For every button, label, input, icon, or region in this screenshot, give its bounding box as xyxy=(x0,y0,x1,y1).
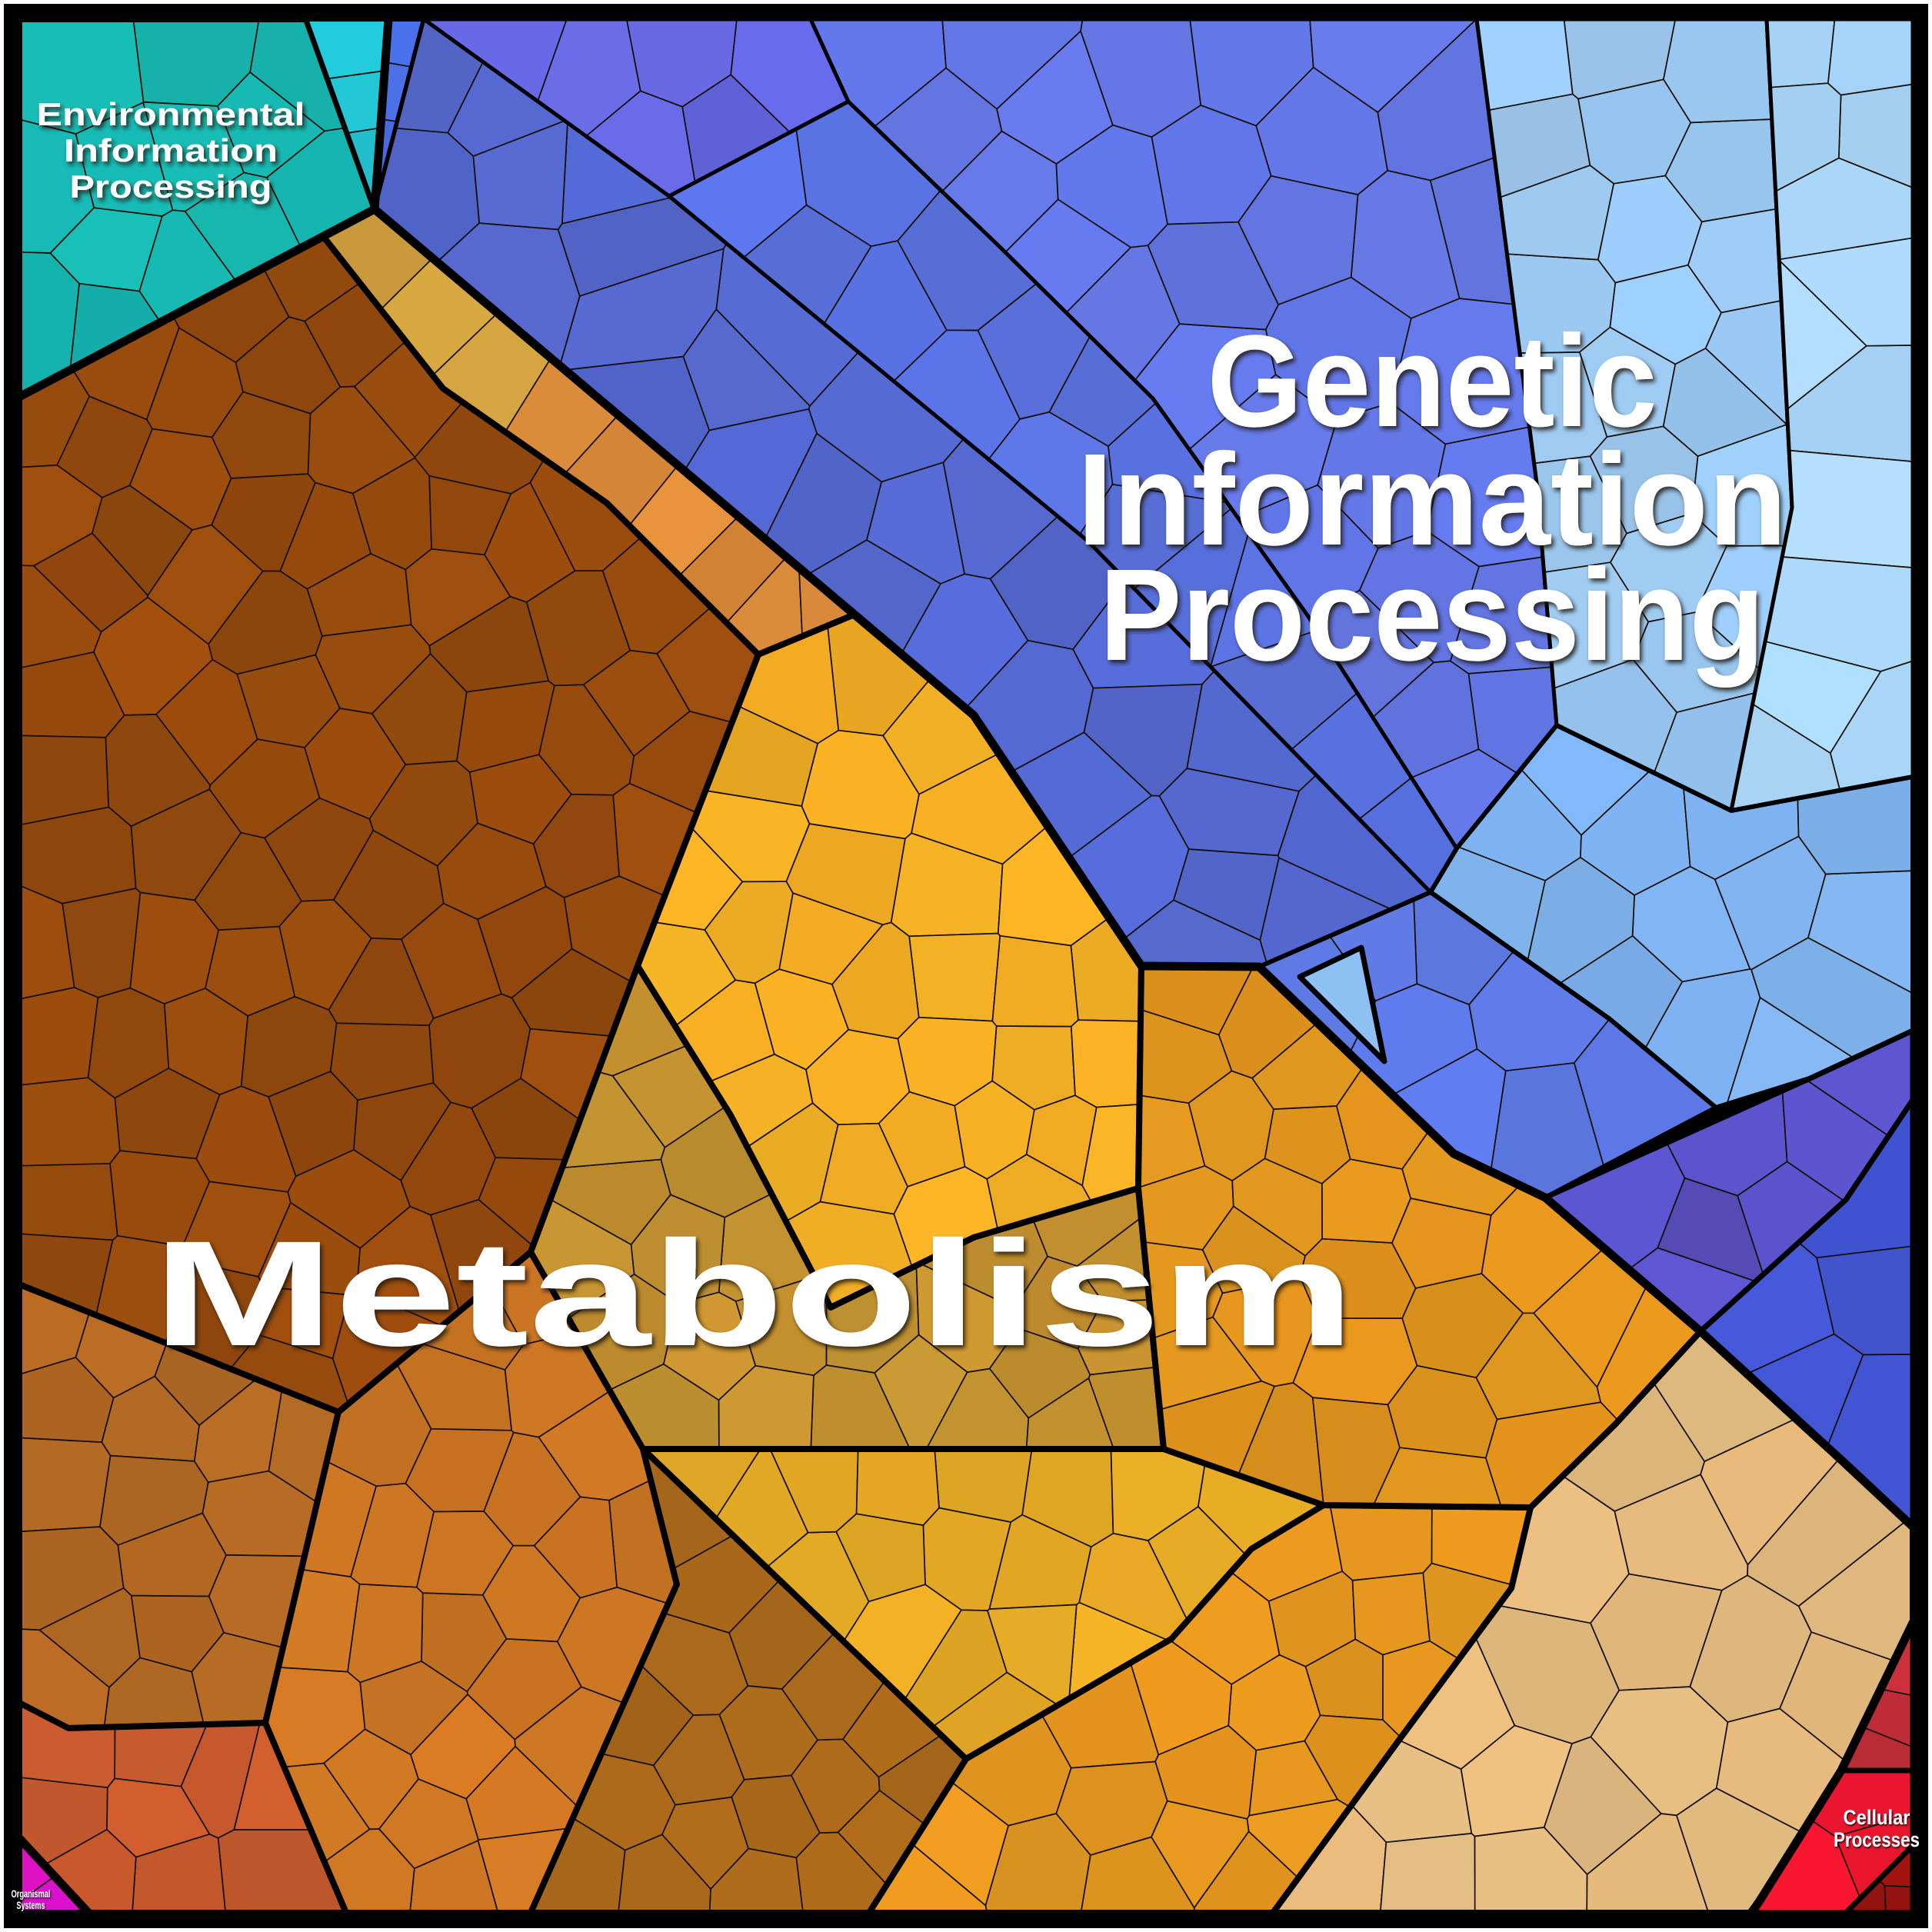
svg-text:Information: Information xyxy=(1078,427,1787,573)
svg-text:Genetic: Genetic xyxy=(1208,308,1657,455)
svg-text:Information: Information xyxy=(64,132,278,168)
svg-text:Metabolism: Metabolism xyxy=(152,1210,1355,1377)
svg-text:Processes: Processes xyxy=(1834,1828,1920,1851)
svg-text:Cellular: Cellular xyxy=(1844,1806,1910,1829)
svg-text:Processing: Processing xyxy=(1100,542,1765,688)
svg-text:Organismal: Organismal xyxy=(12,1887,51,1900)
svg-text:Environmental: Environmental xyxy=(37,96,305,132)
svg-text:Systems: Systems xyxy=(17,1899,45,1911)
svg-text:Processing: Processing xyxy=(70,168,272,205)
